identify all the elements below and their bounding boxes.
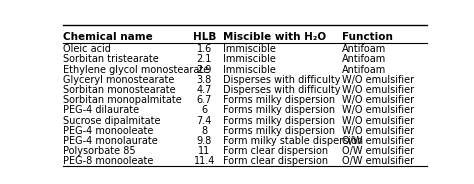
- Text: Sucrose dipalmitate: Sucrose dipalmitate: [63, 116, 160, 126]
- Text: Disperses with difficulty: Disperses with difficulty: [223, 85, 340, 95]
- Text: HLB: HLB: [192, 32, 216, 42]
- Text: 3.8: 3.8: [197, 75, 212, 85]
- Text: 7.4: 7.4: [197, 116, 212, 126]
- Text: PEG-4 dilaurate: PEG-4 dilaurate: [63, 105, 139, 115]
- Text: Immiscible: Immiscible: [223, 44, 275, 54]
- Text: 6.7: 6.7: [197, 95, 212, 105]
- Text: Sorbitan monostearate: Sorbitan monostearate: [63, 85, 175, 95]
- Text: O/W emulsifier: O/W emulsifier: [342, 156, 414, 167]
- Text: Miscible with H₂O: Miscible with H₂O: [223, 32, 326, 42]
- Text: Polysorbate 85: Polysorbate 85: [63, 146, 136, 156]
- Text: W/O emulsifier: W/O emulsifier: [342, 105, 414, 115]
- Text: Ethylene glycol monostearate: Ethylene glycol monostearate: [63, 65, 209, 75]
- Text: 6: 6: [201, 105, 208, 115]
- Text: 8: 8: [201, 126, 208, 136]
- Text: Immiscible: Immiscible: [223, 65, 275, 75]
- Text: Forms milky dispersion: Forms milky dispersion: [223, 126, 335, 136]
- Text: 11: 11: [198, 146, 210, 156]
- Text: W/O emulsifier: W/O emulsifier: [342, 95, 414, 105]
- Text: Oleic acid: Oleic acid: [63, 44, 111, 54]
- Text: Form clear dispersion: Form clear dispersion: [223, 146, 328, 156]
- Text: Sorbitan tristearate: Sorbitan tristearate: [63, 54, 159, 64]
- Text: W/O emulsifier: W/O emulsifier: [342, 116, 414, 126]
- Text: Forms milky dispersion: Forms milky dispersion: [223, 105, 335, 115]
- Text: Antifoam: Antifoam: [342, 65, 386, 75]
- Text: 9.8: 9.8: [197, 136, 212, 146]
- Text: Glyceryl monostearate: Glyceryl monostearate: [63, 75, 174, 85]
- Text: Antifoam: Antifoam: [342, 54, 386, 64]
- Text: 2.9: 2.9: [197, 65, 212, 75]
- Text: 4.7: 4.7: [197, 85, 212, 95]
- Text: W/O emulsifier: W/O emulsifier: [342, 85, 414, 95]
- Text: Form clear dispersion: Form clear dispersion: [223, 156, 328, 167]
- Text: Antifoam: Antifoam: [342, 44, 386, 54]
- Text: Sorbitan monopalmitate: Sorbitan monopalmitate: [63, 95, 182, 105]
- Text: W/O emulsifier: W/O emulsifier: [342, 75, 414, 85]
- Text: Forms milky dispersion: Forms milky dispersion: [223, 95, 335, 105]
- Text: 2.1: 2.1: [197, 54, 212, 64]
- Text: Forms milky dispersion: Forms milky dispersion: [223, 116, 335, 126]
- Text: 11.4: 11.4: [194, 156, 215, 167]
- Text: PEG-4 monolaurate: PEG-4 monolaurate: [63, 136, 158, 146]
- Text: Chemical name: Chemical name: [63, 32, 153, 42]
- Text: PEG-8 monooleate: PEG-8 monooleate: [63, 156, 153, 167]
- Text: Function: Function: [342, 32, 393, 42]
- Text: 1.6: 1.6: [197, 44, 212, 54]
- Text: O/W emulsifier: O/W emulsifier: [342, 146, 414, 156]
- Text: Form milky stable dispersion: Form milky stable dispersion: [223, 136, 363, 146]
- Text: W/O emulsifier: W/O emulsifier: [342, 126, 414, 136]
- Text: PEG-4 monooleate: PEG-4 monooleate: [63, 126, 153, 136]
- Text: O/W emulsifier: O/W emulsifier: [342, 136, 414, 146]
- Text: Immiscible: Immiscible: [223, 54, 275, 64]
- Text: Disperses with difficulty: Disperses with difficulty: [223, 75, 340, 85]
